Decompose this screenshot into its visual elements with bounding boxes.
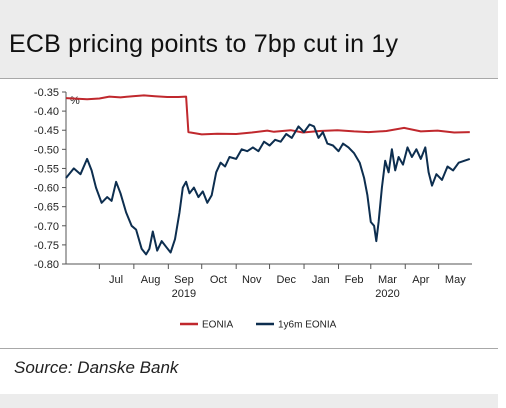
y-tick-label: -0.60 bbox=[34, 183, 59, 195]
legend-label: 1y6m EONIA bbox=[278, 320, 337, 331]
title-divider bbox=[0, 78, 498, 79]
x-month-label: Mar bbox=[378, 274, 397, 286]
y-tick-label: -0.35 bbox=[34, 87, 59, 99]
y-tick-label: -0.40 bbox=[34, 106, 59, 118]
legend: EONIA 1y6m EONIA bbox=[180, 320, 337, 331]
y-axis: -0.35 -0.40 -0.45 -0.50 -0.55 -0.60 -0.65 -0.70… bbox=[34, 87, 80, 271]
x-month-label: Jan bbox=[312, 274, 330, 286]
y-tick-label: -0.50 bbox=[34, 144, 59, 156]
legend-label: EONIA bbox=[202, 320, 233, 331]
y-tick-label: -0.65 bbox=[34, 202, 59, 214]
y-tick-label: -0.55 bbox=[34, 163, 59, 175]
x-month-label: Aug bbox=[141, 274, 161, 286]
x-year-label: 2019 bbox=[172, 288, 196, 300]
x-month-label: Oct bbox=[210, 274, 227, 286]
x-month-label: Feb bbox=[345, 274, 364, 286]
x-month-label: May bbox=[445, 274, 466, 286]
x-month-label: Sep bbox=[174, 274, 194, 286]
series-line-1y6m-eonia bbox=[65, 123, 471, 256]
y-tick-label: -0.75 bbox=[34, 240, 59, 252]
source-note: Source: Danske Bank bbox=[14, 358, 179, 377]
y-unit-label: % bbox=[70, 95, 80, 107]
series-line-eonia bbox=[65, 94, 470, 136]
x-month-label: Nov bbox=[242, 274, 262, 286]
y-tick-label: -0.80 bbox=[34, 259, 59, 271]
x-month-label: Jul bbox=[109, 274, 123, 286]
chart-title: ECB pricing points to 7bp cut in 1y bbox=[9, 30, 399, 58]
x-month-label: Apr bbox=[412, 274, 429, 286]
x-month-label: Dec bbox=[276, 274, 296, 286]
title-band bbox=[0, 0, 498, 78]
series-layer bbox=[65, 94, 471, 256]
bottom-band bbox=[0, 394, 498, 408]
y-tick-label: -0.45 bbox=[34, 125, 59, 137]
source-divider bbox=[0, 348, 498, 349]
x-axis: Jul Aug Sep Oct Nov Dec Jan Feb Mar Apr May 2019 202… bbox=[66, 263, 472, 300]
x-year-label: 2020 bbox=[375, 288, 399, 300]
y-tick-label: -0.70 bbox=[34, 221, 59, 233]
